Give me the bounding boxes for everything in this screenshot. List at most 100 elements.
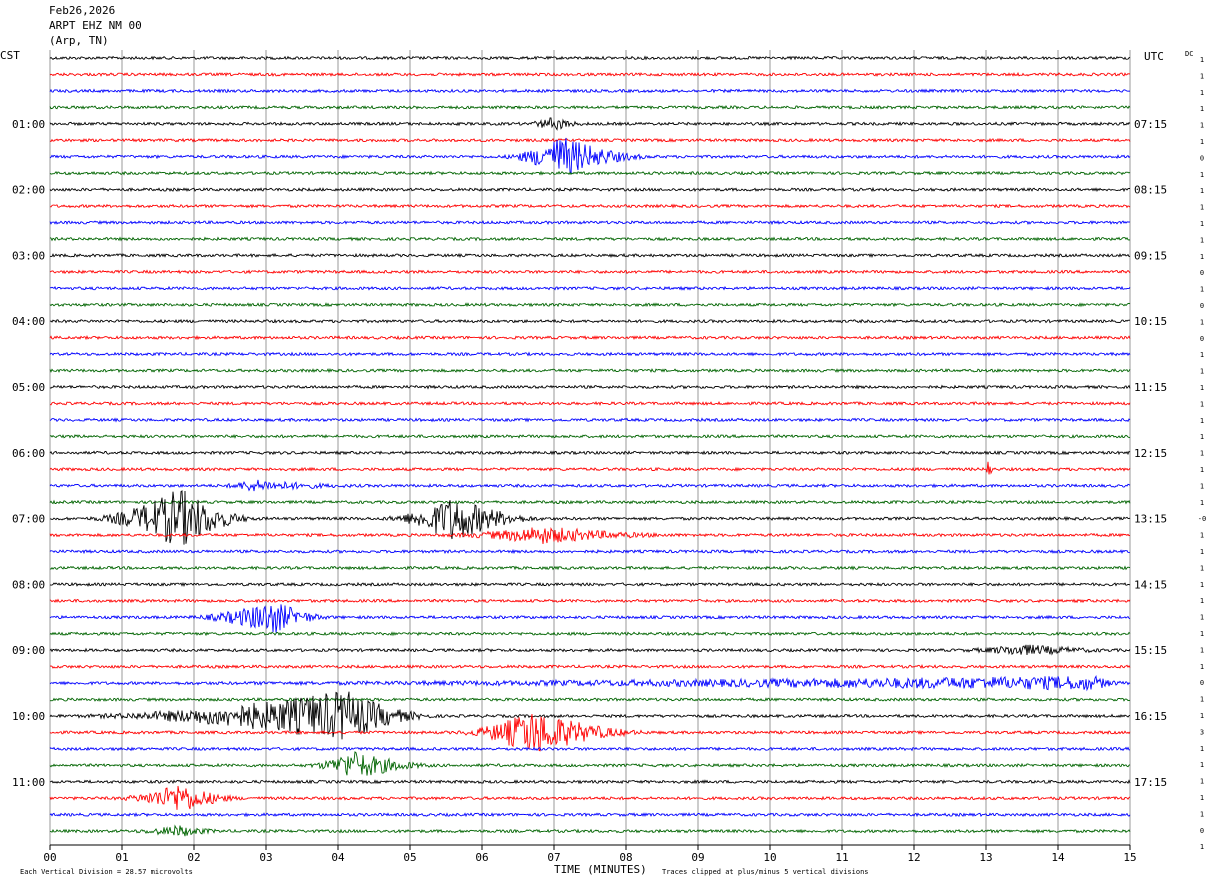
trace-line	[49, 117, 1131, 131]
trace-line	[49, 812, 1131, 818]
header-date: Feb26,2026	[49, 4, 116, 17]
dc-value: 1	[1200, 286, 1204, 294]
header-location: (Arp, TN)	[49, 34, 109, 47]
dc-value: 1	[1200, 778, 1204, 786]
dc-value: 1	[1200, 89, 1204, 97]
x-tick-label: 02	[187, 851, 200, 864]
x-tick-label: 10	[763, 851, 776, 864]
dc-value: 1	[1200, 564, 1204, 572]
x-tick-label: 14	[1051, 851, 1065, 864]
left-hour-label: 07:00	[12, 513, 45, 526]
x-tick-label: 06	[475, 851, 488, 864]
dc-value: 1	[1200, 646, 1204, 654]
x-tick-label: 00	[43, 851, 56, 864]
left-hour-label: 01:00	[12, 118, 45, 131]
dc-value: 1	[1200, 368, 1204, 376]
dc-value: 3	[1200, 728, 1204, 736]
x-tick-label: 12	[907, 851, 920, 864]
dc-value: 1	[1200, 204, 1204, 212]
right-hour-label: 08:15	[1134, 184, 1167, 197]
trace-line	[49, 318, 1131, 324]
trace-line	[49, 368, 1131, 374]
dc-value: 1	[1200, 417, 1204, 425]
right-hour-label: 09:15	[1134, 249, 1167, 262]
x-tick-label: 05	[403, 851, 416, 864]
trace-line	[49, 598, 1131, 604]
trace-line	[49, 565, 1131, 571]
dc-value: 1	[1200, 696, 1204, 704]
header-station: ARPT EHZ NM 00	[49, 19, 142, 32]
left-hour-label: 08:00	[12, 578, 45, 591]
left-hour-label: 11:00	[12, 776, 45, 789]
left-hour-label: 05:00	[12, 381, 45, 394]
trace-line	[49, 751, 1131, 776]
x-tick-label: 13	[979, 851, 992, 864]
dc-value: 1	[1200, 843, 1204, 851]
trace-line	[49, 581, 1131, 588]
trace-line	[49, 526, 1131, 544]
dc-value: 1	[1200, 712, 1204, 720]
right-timezone-label: UTC	[1144, 50, 1164, 63]
trace-line	[49, 269, 1131, 275]
trace-line	[49, 779, 1131, 785]
right-hour-label: 13:15	[1134, 513, 1167, 526]
dc-value: 1	[1200, 482, 1204, 490]
dc-value: 1	[1200, 433, 1204, 441]
scale-note: Each Vertical Division = 28.57 microvolt…	[20, 868, 193, 876]
dc-value: 0	[1200, 154, 1204, 162]
trace-line	[49, 104, 1131, 110]
dc-value: 1	[1200, 450, 1204, 458]
trace-line	[49, 203, 1131, 209]
x-tick-label: 04	[331, 851, 345, 864]
dc-value: 0	[1200, 827, 1204, 835]
trace-line	[49, 746, 1131, 752]
x-axis-title: TIME (MINUTES)	[554, 863, 647, 876]
dc-value: 1	[1200, 253, 1204, 261]
left-hour-label: 02:00	[12, 184, 45, 197]
trace-line	[49, 137, 1131, 174]
dc-value: 1	[1200, 72, 1204, 80]
trace-line	[49, 433, 1131, 439]
trace-line	[49, 88, 1131, 94]
trace-line	[49, 664, 1131, 670]
dc-value: 1	[1200, 236, 1204, 244]
dc-value: 1	[1200, 614, 1204, 622]
left-hour-label: 10:00	[12, 710, 45, 723]
dc-value: 0	[1200, 302, 1204, 310]
trace-line	[49, 335, 1131, 341]
dc-value: 1	[1200, 663, 1204, 671]
dc-value: 1	[1200, 548, 1204, 556]
dc-value: 1	[1200, 318, 1204, 326]
dc-value: -0	[1198, 515, 1206, 523]
right-hour-label: 10:15	[1134, 315, 1167, 328]
dc-value: 1	[1200, 597, 1204, 605]
dc-value: 1	[1200, 400, 1204, 408]
dc-value: 1	[1200, 138, 1204, 146]
trace-line	[49, 644, 1131, 656]
trace-line	[49, 55, 1131, 61]
trace-line	[49, 400, 1131, 407]
trace-line	[49, 479, 1131, 492]
dc-value: 0	[1200, 679, 1204, 687]
dc-value: 1	[1200, 56, 1204, 64]
x-tick-label: 09	[691, 851, 704, 864]
trace-line	[49, 351, 1131, 357]
trace-line	[49, 137, 1131, 143]
left-timezone-label: CST	[0, 49, 20, 62]
x-tick-label: 01	[115, 851, 128, 864]
left-hour-label: 09:00	[12, 644, 45, 657]
trace-line	[49, 302, 1131, 308]
dc-value: 1	[1200, 220, 1204, 228]
x-tick-label: 07	[547, 851, 560, 864]
dc-value: 1	[1200, 532, 1204, 540]
trace-line	[49, 499, 1131, 505]
right-hour-label: 07:15	[1134, 118, 1167, 131]
right-hour-label: 11:15	[1134, 381, 1167, 394]
dc-value: 1	[1200, 105, 1204, 113]
dc-value: 1	[1200, 794, 1204, 802]
dc-value: 1	[1200, 171, 1204, 179]
x-tick-label: 08	[619, 851, 632, 864]
trace-line	[49, 71, 1131, 77]
dc-value: 1	[1200, 810, 1204, 818]
dc-value: 1	[1200, 630, 1204, 638]
